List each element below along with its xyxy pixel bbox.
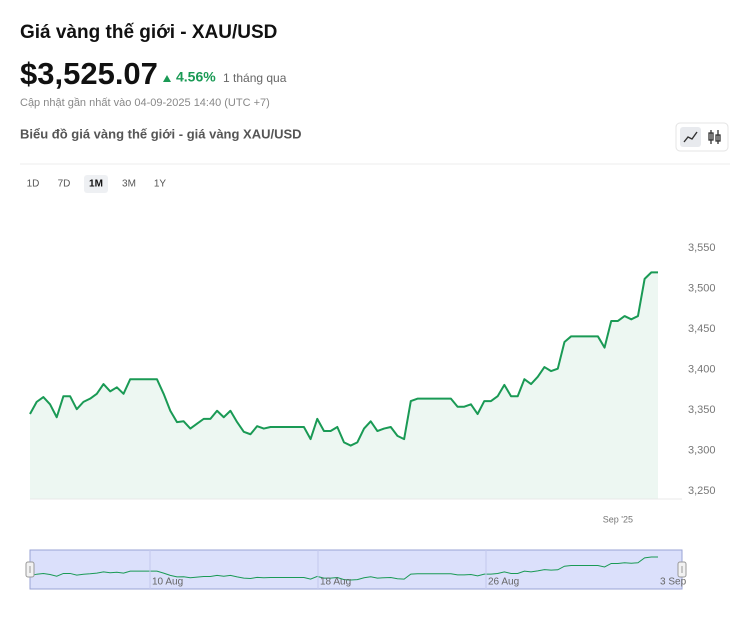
navigator-window — [29, 549, 683, 590]
updated: Cập nhật gần nhất vào 04-09-2025 14:40 (… — [20, 97, 270, 109]
period: 1 tháng qua — [223, 71, 287, 85]
y-tick-label: 3,400 — [688, 363, 716, 375]
area-fill — [30, 272, 658, 499]
range-selector: 1D 7D 1M 3M 1Y — [27, 175, 167, 193]
x-tick-label: Sep '25 — [603, 514, 633, 524]
range-active-bg — [84, 175, 108, 193]
candle-mode-button[interactable] — [708, 130, 721, 144]
y-tick-label: 3,350 — [688, 404, 716, 416]
chart: 3,250 3,300 3,350 3,400 3,450 3,500 3,550 Sep '… — [29, 242, 716, 524]
page-title: Giá vàng thế giới - XAU/USD — [20, 22, 277, 43]
navigator: 10 Aug 18 Aug 26 Aug 3 Sep — [25, 549, 687, 590]
navigator-label: 26 Aug — [488, 577, 519, 588]
navigator-label: 10 Aug — [152, 577, 183, 588]
navigator-line — [29, 556, 658, 581]
y-tick-label: 3,550 — [688, 242, 716, 254]
navigator-label: 18 Aug — [320, 577, 351, 588]
range-button[interactable]: 1Y — [154, 179, 167, 190]
range-button[interactable]: 3M — [122, 179, 136, 190]
y-tick-label: 3,500 — [688, 282, 716, 294]
range-button[interactable]: 7D — [58, 179, 71, 190]
change: 4.56% — [176, 69, 216, 85]
range-button[interactable]: 1M — [89, 179, 103, 190]
y-tick-label: 3,250 — [688, 485, 716, 497]
chart-heading: Biểu đồ giá vàng thế giới - giá vàng XAU… — [20, 126, 302, 141]
range-button[interactable]: 1D — [27, 179, 40, 190]
line-icon — [683, 131, 698, 143]
price: $3,525.07 — [20, 56, 158, 91]
up-arrow — [163, 75, 171, 82]
navigator-label: 3 Sep — [660, 577, 687, 588]
price-line — [29, 271, 658, 447]
y-tick-label: 3,300 — [688, 444, 716, 456]
y-tick-label: 3,450 — [688, 323, 716, 335]
line-mode-button[interactable] — [680, 127, 701, 147]
